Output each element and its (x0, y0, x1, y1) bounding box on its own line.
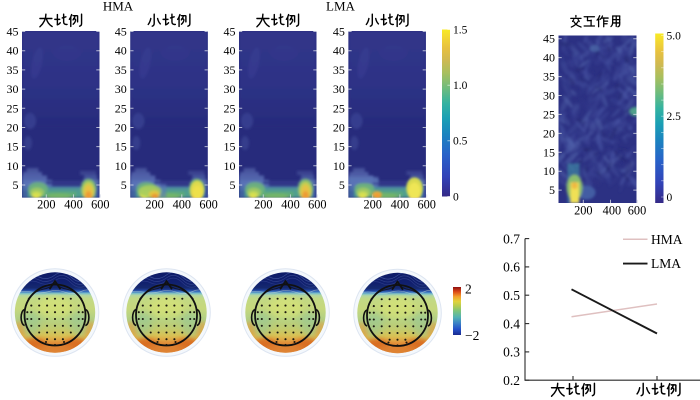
svg-text:25: 25 (7, 101, 19, 115)
svg-text:200: 200 (363, 198, 381, 212)
svg-text:30: 30 (115, 82, 127, 96)
svg-text:0.4: 0.4 (503, 316, 520, 331)
svg-text:600: 600 (417, 198, 435, 212)
svg-text:45: 45 (224, 25, 236, 39)
svg-text:0.7: 0.7 (503, 231, 520, 246)
svg-text:15: 15 (7, 140, 19, 154)
svg-text:40: 40 (333, 44, 345, 58)
svg-text:20: 20 (224, 120, 236, 134)
svg-text:45: 45 (7, 25, 19, 39)
svg-text:35: 35 (543, 70, 555, 84)
svg-text:600: 600 (199, 198, 217, 212)
svg-text:400: 400 (603, 204, 621, 218)
svg-text:200: 200 (145, 198, 163, 212)
svg-text:5: 5 (549, 183, 555, 197)
svg-text:5: 5 (13, 178, 19, 192)
svg-text:5: 5 (121, 178, 127, 192)
svg-text:25: 25 (115, 101, 127, 115)
svg-text:400: 400 (391, 198, 409, 212)
svg-text:0.3: 0.3 (503, 345, 520, 360)
svg-text:0.5: 0.5 (453, 136, 468, 148)
svg-text:20: 20 (115, 120, 127, 134)
svg-text:35: 35 (333, 63, 345, 77)
svg-text:1.5: 1.5 (453, 24, 468, 36)
svg-text:400: 400 (173, 198, 191, 212)
svg-text:45: 45 (333, 25, 345, 39)
svg-text:40: 40 (543, 51, 555, 65)
svg-text:0.6: 0.6 (503, 260, 520, 275)
svg-text:HMA: HMA (103, 0, 134, 14)
svg-text:10: 10 (115, 159, 127, 173)
svg-text:30: 30 (333, 82, 345, 96)
svg-text:45: 45 (543, 32, 555, 46)
svg-text:1.0: 1.0 (453, 80, 468, 92)
svg-text:10: 10 (224, 159, 236, 173)
svg-text:−2: −2 (465, 328, 479, 343)
svg-text:5.0: 5.0 (667, 30, 682, 42)
svg-text:400: 400 (281, 198, 299, 212)
svg-text:20: 20 (543, 126, 555, 140)
svg-text:25: 25 (224, 101, 236, 115)
svg-text:0: 0 (667, 192, 673, 204)
svg-text:40: 40 (7, 44, 19, 58)
svg-text:15: 15 (543, 145, 555, 159)
svg-text:10: 10 (543, 164, 555, 178)
svg-text:600: 600 (628, 204, 646, 218)
svg-text:400: 400 (64, 198, 82, 212)
svg-text:10: 10 (333, 159, 345, 173)
svg-text:LMA: LMA (651, 256, 681, 271)
svg-text:LMA: LMA (326, 0, 356, 14)
svg-text:35: 35 (7, 63, 19, 77)
svg-text:2.5: 2.5 (667, 111, 682, 123)
svg-text:45: 45 (115, 25, 127, 39)
svg-text:30: 30 (224, 82, 236, 96)
svg-text:10: 10 (7, 159, 19, 173)
svg-text:25: 25 (543, 107, 555, 121)
svg-text:200: 200 (574, 204, 592, 218)
svg-text:30: 30 (543, 89, 555, 103)
svg-text:0.5: 0.5 (503, 288, 520, 303)
svg-text:5: 5 (230, 178, 236, 192)
svg-text:5: 5 (339, 178, 345, 192)
svg-text:200: 200 (37, 198, 55, 212)
svg-text:35: 35 (115, 63, 127, 77)
svg-text:2: 2 (465, 282, 472, 297)
svg-text:600: 600 (91, 198, 109, 212)
svg-text:200: 200 (254, 198, 272, 212)
svg-text:600: 600 (308, 198, 326, 212)
svg-text:40: 40 (115, 44, 127, 58)
svg-text:30: 30 (7, 82, 19, 96)
svg-text:35: 35 (224, 63, 236, 77)
svg-text:15: 15 (224, 140, 236, 154)
svg-text:15: 15 (115, 140, 127, 154)
svg-text:0: 0 (453, 191, 459, 203)
svg-text:20: 20 (333, 120, 345, 134)
svg-text:25: 25 (333, 101, 345, 115)
svg-text:0.2: 0.2 (503, 373, 520, 388)
svg-text:15: 15 (333, 140, 345, 154)
svg-text:40: 40 (224, 44, 236, 58)
svg-text:HMA: HMA (651, 232, 683, 247)
svg-text:20: 20 (7, 120, 19, 134)
